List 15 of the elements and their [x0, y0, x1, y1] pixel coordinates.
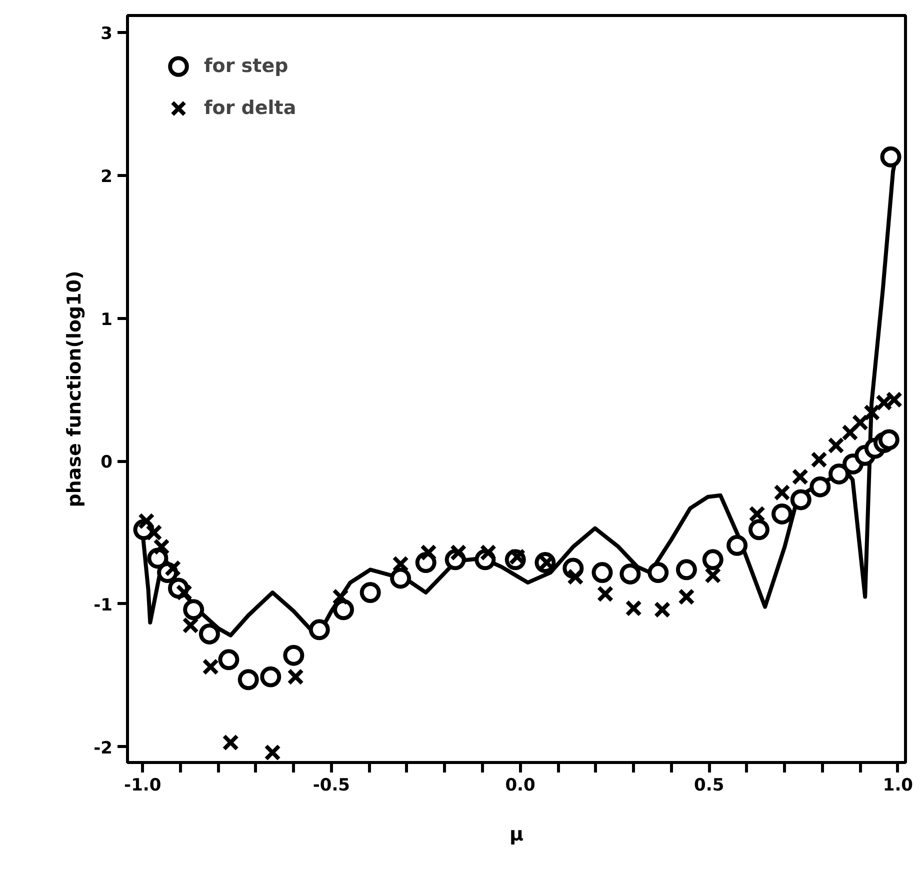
x-tick-label: -0.5: [312, 776, 350, 796]
y-tick-label: 1: [100, 310, 113, 330]
y-axis-title: phase function(log10): [64, 270, 86, 508]
y-tick-label: -1: [94, 595, 113, 616]
x-tick-label: 0.0: [505, 776, 536, 796]
legend-label: for delta: [204, 96, 296, 121]
y-tick-label: -2: [94, 738, 113, 758]
x-tick-label: 1.0: [882, 776, 914, 796]
y-tick-label: 2: [100, 166, 113, 187]
y-tick-label: 0: [100, 452, 113, 473]
legend-label: for step: [204, 54, 288, 79]
x-tick-label: -1.0: [124, 776, 162, 796]
x-tick-label: 0.5: [694, 776, 724, 796]
y-tick-label: 3: [100, 24, 113, 44]
x-axis-title: μ: [510, 824, 524, 846]
